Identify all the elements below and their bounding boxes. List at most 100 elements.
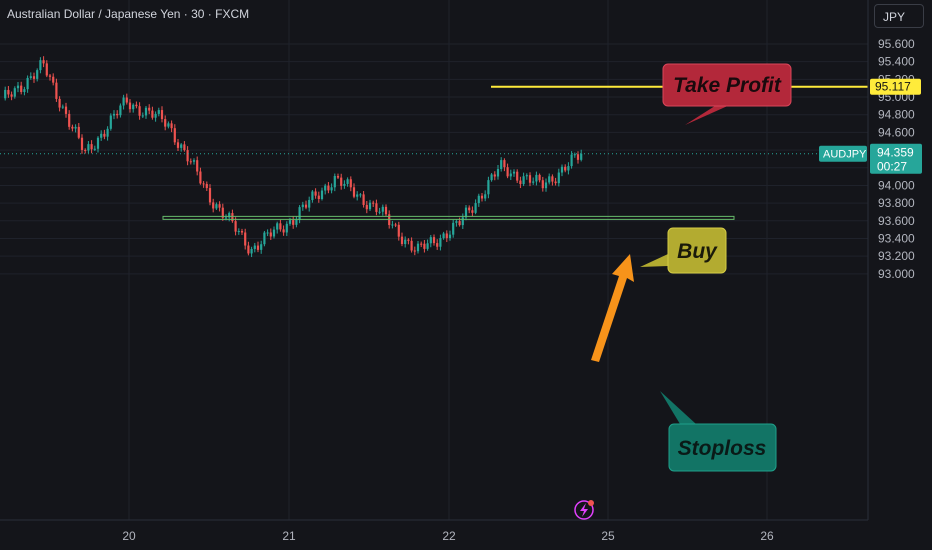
candle-body [228,213,231,218]
candle-body [423,243,426,249]
candle-body [87,144,90,151]
currency-button[interactable]: JPY [874,4,924,28]
take-profit-callout-pointer [685,104,732,125]
candle-body [343,183,346,186]
candle-body [39,60,42,71]
candle-body [576,154,580,160]
buy-label: Buy [677,240,718,263]
symbol-badge [819,145,867,162]
candle-body [74,126,77,129]
candle-body [116,113,119,116]
candle-body [538,174,541,181]
candle-body [103,133,106,137]
candle-body [442,233,445,239]
candle-body [42,60,45,64]
price-tick-label: 93.200 [878,249,915,263]
candle-body [445,233,448,239]
candle-body [183,144,186,151]
candle-body [52,76,55,83]
candle-body [535,174,538,182]
candle-body [493,174,496,177]
candle-body [548,176,551,183]
candle-body [560,166,564,173]
price-tick-label: 94.600 [878,125,915,139]
time-tick-label: 21 [282,529,296,543]
candle-body [80,137,84,150]
candle-body [192,160,196,162]
price-tick-label: 93.800 [878,196,915,210]
candle-body [135,104,138,107]
candle-body [365,204,368,210]
candle-body [157,110,160,114]
candle-body [340,177,343,186]
candle-body [26,77,29,90]
candle-body [304,204,308,208]
candle-body [487,180,490,195]
candle-body [148,107,151,111]
buy-arrow-icon[interactable] [591,254,634,362]
candle-body [308,200,311,208]
candle-body [244,232,247,246]
price-tick-label: 95.600 [878,37,915,51]
candle-body [77,126,80,138]
candle-body [68,113,71,127]
candle-body [426,243,429,249]
candle-body [522,176,525,185]
candle-body [541,180,544,189]
candle-body [503,160,506,168]
candle-body [320,190,324,200]
candle-body [240,231,244,233]
candle-body [301,204,304,208]
price-tick-label: 93.600 [878,214,915,228]
candle-body [93,148,96,150]
price-tick-label: 94.800 [878,108,915,122]
candle-body [368,202,372,210]
candle-body [176,142,180,148]
candle-body [170,123,173,129]
candle-body [144,107,148,116]
candle-body [10,94,13,97]
candle-body [250,248,253,254]
candle-body [13,88,16,97]
candle-body [333,176,336,188]
candle-body [564,166,567,171]
candle-body [474,203,477,213]
candle-body [311,191,314,201]
candle-body [490,174,493,181]
buy-callout[interactable] [667,227,727,274]
candle-body [167,123,170,127]
candle-body [180,144,183,148]
candle-body [32,76,36,79]
candle-body [420,243,423,245]
candle-body [528,175,532,183]
candle-body [282,229,285,233]
time-tick-label: 26 [760,529,774,543]
price-tick-label: 94.000 [878,178,915,192]
candle-body [500,160,503,170]
last-price-badge [870,143,922,174]
candle-body [138,106,141,116]
candle-body [160,110,164,120]
stoploss-callout[interactable] [668,423,777,472]
candle-body [61,106,64,108]
lightning-icon[interactable] [574,500,594,520]
candle-body [295,219,298,225]
candle-body [125,97,128,103]
stoploss-callout-pointer [660,391,696,424]
candle-body [551,176,554,182]
take-profit-price-text: 95.117 [875,80,911,94]
take-profit-callout[interactable] [662,63,792,107]
candle-body [516,171,519,181]
candle-body [132,104,135,110]
price-tick-label: 95.400 [878,55,915,69]
time-axis[interactable]: 20 21 22 25 26 [122,529,774,543]
buy-callout-pointer [640,254,668,267]
take-profit-price-badge [870,78,921,95]
candle-body [269,232,272,237]
time-tick-label: 20 [122,529,136,543]
stoploss-zone[interactable] [162,215,735,220]
candle-body [16,85,20,89]
candle-body [112,113,116,116]
